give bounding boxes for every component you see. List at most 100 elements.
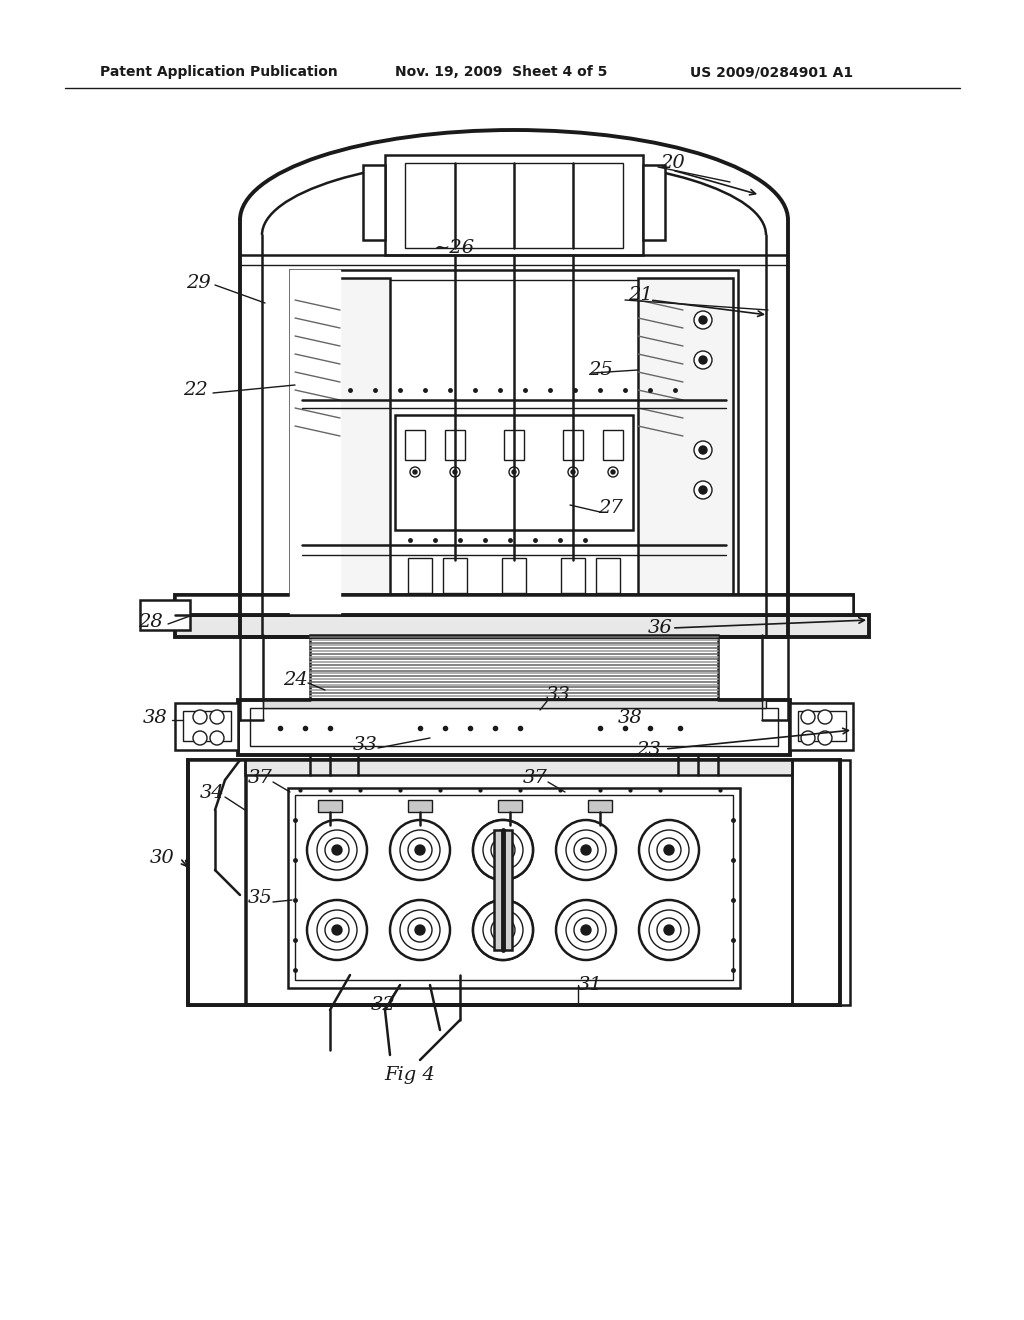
Circle shape [581, 925, 591, 935]
Circle shape [801, 731, 815, 744]
Circle shape [639, 820, 699, 880]
Bar [638, 279, 733, 609]
Bar [140, 601, 190, 630]
Circle shape [699, 356, 707, 364]
Text: Patent Application Publication: Patent Application Publication [100, 65, 338, 79]
Bar [443, 558, 467, 593]
Bar [310, 635, 718, 700]
Circle shape [649, 830, 689, 870]
Bar [295, 279, 390, 609]
Circle shape [657, 838, 681, 862]
Circle shape [483, 909, 523, 950]
Circle shape [490, 917, 515, 942]
Circle shape [512, 470, 516, 474]
Circle shape [818, 710, 831, 723]
Circle shape [818, 731, 831, 744]
Bar [504, 430, 524, 459]
Circle shape [473, 820, 534, 880]
Text: 38: 38 [142, 709, 167, 727]
Circle shape [694, 351, 712, 370]
Circle shape [317, 830, 357, 870]
Circle shape [568, 467, 578, 477]
Circle shape [566, 909, 606, 950]
Text: 33: 33 [546, 686, 570, 704]
Bar [175, 615, 869, 638]
Circle shape [566, 830, 606, 870]
Bar [238, 700, 790, 755]
Text: 27: 27 [598, 499, 623, 517]
Circle shape [332, 925, 342, 935]
Circle shape [611, 470, 615, 474]
Circle shape [210, 710, 224, 723]
Circle shape [639, 900, 699, 960]
Bar [643, 165, 665, 240]
Circle shape [453, 470, 457, 474]
Text: 32: 32 [371, 997, 395, 1014]
Bar [408, 800, 432, 812]
Bar [798, 711, 846, 741]
Bar [596, 558, 620, 593]
Bar [588, 800, 612, 812]
Bar [295, 795, 733, 979]
Bar [792, 760, 850, 1005]
Circle shape [490, 838, 515, 862]
Text: 36: 36 [647, 619, 673, 638]
Circle shape [317, 909, 357, 950]
Bar [406, 430, 425, 459]
Circle shape [509, 467, 519, 477]
Bar [563, 430, 583, 459]
Circle shape [699, 486, 707, 494]
Text: 38: 38 [617, 709, 642, 727]
Bar [175, 595, 853, 615]
Bar [190, 615, 838, 627]
Text: 35: 35 [248, 888, 272, 907]
Bar [395, 414, 633, 531]
Circle shape [694, 441, 712, 459]
Circle shape [390, 820, 450, 880]
Text: 22: 22 [182, 381, 208, 399]
Circle shape [321, 441, 339, 459]
Circle shape [556, 820, 616, 880]
Circle shape [321, 351, 339, 370]
Circle shape [574, 838, 598, 862]
Circle shape [490, 838, 515, 862]
Circle shape [483, 830, 523, 870]
Text: 31: 31 [578, 975, 602, 994]
Text: 25: 25 [588, 360, 612, 379]
Bar [406, 162, 623, 248]
Circle shape [498, 925, 508, 935]
Text: US 2009/0284901 A1: US 2009/0284901 A1 [690, 65, 853, 79]
Bar [188, 760, 246, 1005]
Circle shape [415, 925, 425, 935]
Circle shape [326, 486, 334, 494]
Circle shape [699, 446, 707, 454]
Circle shape [400, 909, 440, 950]
Circle shape [574, 917, 598, 942]
Text: 28: 28 [137, 612, 163, 631]
Text: 30: 30 [150, 849, 174, 867]
Text: 21: 21 [628, 286, 652, 304]
Bar [790, 704, 853, 750]
Bar [408, 558, 432, 593]
Bar [175, 595, 853, 615]
Circle shape [408, 838, 432, 862]
Polygon shape [290, 271, 340, 615]
Circle shape [483, 830, 523, 870]
Circle shape [694, 312, 712, 329]
Circle shape [473, 900, 534, 960]
Bar [188, 760, 840, 1005]
Circle shape [321, 312, 339, 329]
Text: Nov. 19, 2009  Sheet 4 of 5: Nov. 19, 2009 Sheet 4 of 5 [395, 65, 607, 79]
Bar [288, 788, 740, 987]
Bar [263, 700, 766, 708]
Text: 33: 33 [352, 737, 378, 754]
Circle shape [450, 467, 460, 477]
Circle shape [321, 480, 339, 499]
Circle shape [325, 917, 349, 942]
Circle shape [556, 900, 616, 960]
Circle shape [410, 467, 420, 477]
Bar [603, 430, 623, 459]
Circle shape [608, 467, 618, 477]
Bar [561, 558, 585, 593]
Bar [502, 558, 526, 593]
